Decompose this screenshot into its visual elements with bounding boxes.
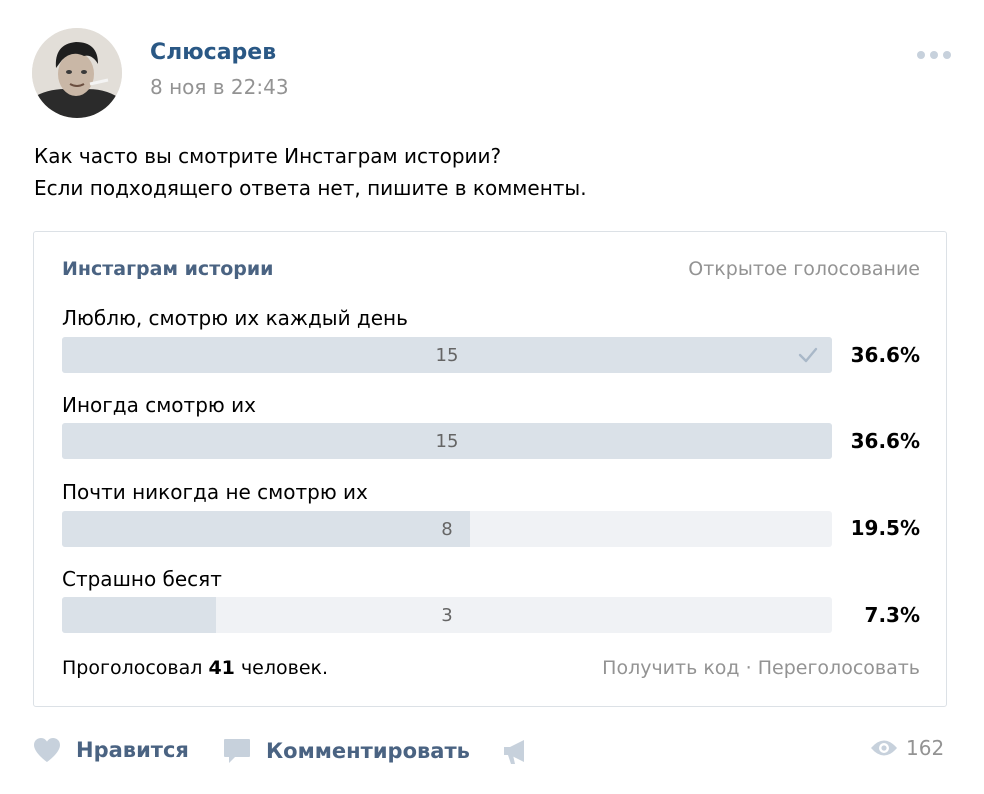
post-text-line: Если подходящего ответа нет, пишите в ко…: [34, 176, 587, 200]
revote-link[interactable]: Переголосовать: [757, 657, 920, 679]
post-date[interactable]: 8 ноя в 22:43: [150, 75, 289, 99]
share-button[interactable]: [500, 736, 530, 766]
poll-option-count: 15: [435, 431, 459, 452]
views-count: 162: [906, 736, 945, 760]
poll-option-bar[interactable]: 15: [62, 423, 832, 459]
poll-option-percent: 36.6%: [850, 343, 920, 367]
poll-links: Получить код · Переголосовать: [602, 657, 920, 679]
views-counter: 162: [870, 736, 944, 760]
post-text: Как часто вы смотрите Инстаграм истории?…: [34, 140, 587, 204]
like-button[interactable]: Нравится: [32, 736, 189, 764]
poll-option-fill: [62, 423, 832, 459]
comment-bubble-icon: [224, 739, 250, 763]
poll-title: Инстаграм истории: [62, 258, 274, 280]
poll-type: Открытое голосование: [688, 258, 920, 280]
poll-option-count: 8: [441, 519, 453, 540]
poll-option-label: Иногда смотрю их: [62, 393, 256, 417]
poll-total: Проголосовал 41 человек.: [62, 657, 328, 679]
checkmark-icon: [798, 347, 818, 363]
poll-option-label: Почти никогда не смотрю их: [62, 480, 368, 504]
poll-option-fill: [62, 511, 471, 547]
poll-option-fill: [62, 337, 832, 373]
megaphone-icon: [504, 740, 524, 764]
poll-option-percent: 19.5%: [850, 516, 920, 540]
comment-button[interactable]: Комментировать: [222, 736, 470, 766]
poll-option-count: 15: [435, 345, 459, 366]
poll-option-label: Страшно бесят: [62, 567, 222, 591]
poll-option-bar[interactable]: 8: [62, 511, 832, 547]
heart-icon: [34, 738, 60, 762]
poll: Инстаграм истории Открытое голосование Л…: [33, 231, 947, 707]
post-author[interactable]: Слюсарев: [150, 40, 277, 65]
poll-option-fill: [62, 597, 216, 633]
poll-option-label: Люблю, смотрю их каждый день: [62, 306, 408, 330]
poll-total-suffix: человек.: [240, 657, 329, 679]
like-label: Нравится: [76, 738, 189, 762]
poll-option-bar[interactable]: 3: [62, 597, 832, 633]
eye-icon: [871, 740, 897, 756]
more-dots-icon[interactable]: [917, 48, 951, 62]
poll-total-prefix: Проголосовал: [62, 657, 203, 679]
poll-option-count: 3: [441, 605, 453, 626]
poll-option-percent: 7.3%: [864, 603, 920, 627]
comment-label: Комментировать: [266, 739, 470, 763]
poll-option-percent: 36.6%: [850, 429, 920, 453]
poll-total-count: 41: [208, 657, 235, 679]
get-code-link[interactable]: Получить код: [602, 657, 740, 679]
avatar-photo: [32, 28, 122, 118]
poll-option-bar[interactable]: 15: [62, 337, 832, 373]
link-separator: ·: [745, 657, 752, 679]
post-text-line: Как часто вы смотрите Инстаграм истории?: [34, 144, 502, 168]
avatar[interactable]: [32, 28, 122, 118]
